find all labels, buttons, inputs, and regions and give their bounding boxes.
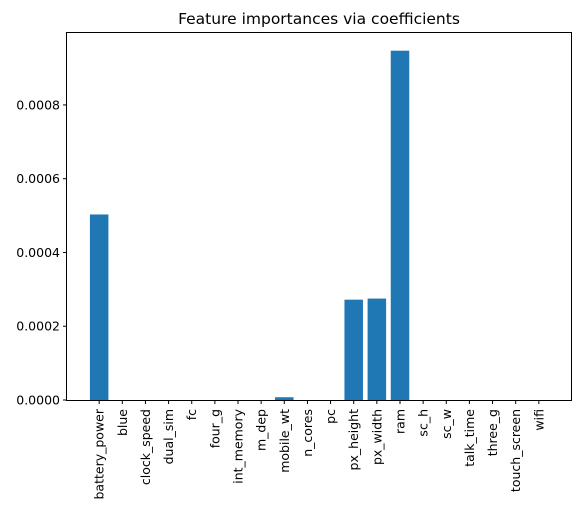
x-tick-label: px_height <box>346 409 361 471</box>
x-tick-label: m_dep <box>254 409 269 451</box>
x-tick-label: n_cores <box>300 409 315 457</box>
bar-px-height <box>344 299 363 400</box>
x-tick-label: sc_w <box>439 409 454 439</box>
x-tick-label: talk_time <box>462 409 477 467</box>
y-tick-label: 0.0004 <box>16 245 60 260</box>
x-tick-label: dual_sim <box>161 409 176 464</box>
x-tick-label: pc <box>323 409 338 424</box>
y-tick-label: 0.0008 <box>16 97 60 112</box>
x-tick-label: battery_power <box>92 408 107 499</box>
plot-frame <box>66 32 572 401</box>
bar-ram <box>390 50 410 400</box>
y-axis: 0.0000 0.0002 0.0004 0.0006 0.0008 <box>16 97 67 408</box>
x-tick-label: wifi <box>531 409 546 431</box>
x-tick-label: clock_speed <box>138 409 153 485</box>
y-tick-label: 0.0002 <box>16 319 60 334</box>
bar-px-width <box>367 298 387 400</box>
x-tick-label: touch_screen <box>508 409 523 492</box>
x-tick-label: px_width <box>369 409 384 465</box>
bars-group <box>89 50 410 400</box>
y-tick-label: 0.0006 <box>16 171 60 186</box>
chart-title: Feature importances via coefficients <box>178 10 460 28</box>
x-tick-label: sc_h <box>416 409 431 437</box>
bar-mobile-wt <box>275 397 294 400</box>
x-tick-label: blue <box>115 409 130 436</box>
x-tick-label: fc <box>184 409 199 420</box>
x-axis: battery_power blue clock_speed dual_sim fc fo… <box>92 400 546 500</box>
x-tick-label: ram <box>392 409 407 434</box>
x-tick-label: three_g <box>485 409 500 456</box>
bar-battery-power <box>89 214 109 400</box>
y-tick-label: 0.0000 <box>16 393 60 408</box>
x-tick-label: int_memory <box>231 408 246 483</box>
x-tick-label: four_g <box>207 409 222 448</box>
x-tick-label: mobile_wt <box>277 409 292 473</box>
